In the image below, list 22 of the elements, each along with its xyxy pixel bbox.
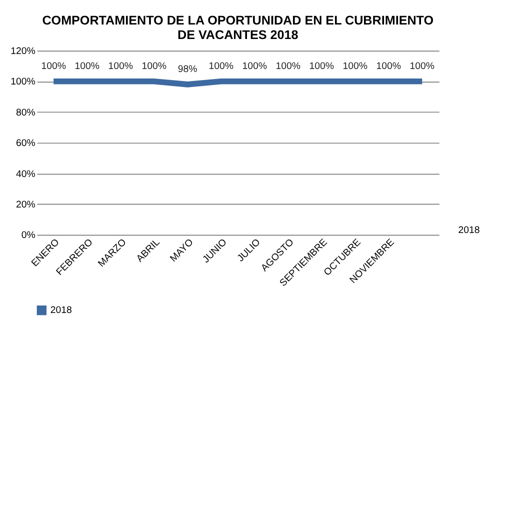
- text: 100%: [242, 60, 267, 72]
- y-tick-label: 100%: [10, 76, 36, 88]
- text: 100%: [276, 60, 300, 72]
- text: 100%: [410, 60, 435, 72]
- y-tick-label: 60%: [16, 138, 36, 150]
- y-tick-label: 80%: [16, 107, 36, 118]
- text: 100%: [74, 60, 100, 72]
- y-tick-label: 120%: [10, 46, 36, 58]
- text: 98%: [178, 64, 198, 75]
- text: 100%: [376, 60, 402, 72]
- text: 100%: [108, 60, 133, 72]
- chart-title: COMPORTAMIENTO DE LA OPORTUNIDAD EN EL CUBRIMIENTO DE VACANTES 2018: [42, 14, 434, 42]
- y-tick-label: 0%: [21, 230, 36, 242]
- text: 100%: [208, 60, 234, 72]
- text: 100%: [142, 60, 166, 72]
- text: 2018: [458, 224, 480, 236]
- text: 100%: [342, 60, 368, 72]
- text: 100%: [309, 60, 334, 72]
- text: 100%: [41, 60, 66, 72]
- y-tick-label: 20%: [16, 199, 36, 210]
- y-tick-label: 40%: [16, 168, 36, 180]
- legend-label: 2018: [50, 305, 72, 316]
